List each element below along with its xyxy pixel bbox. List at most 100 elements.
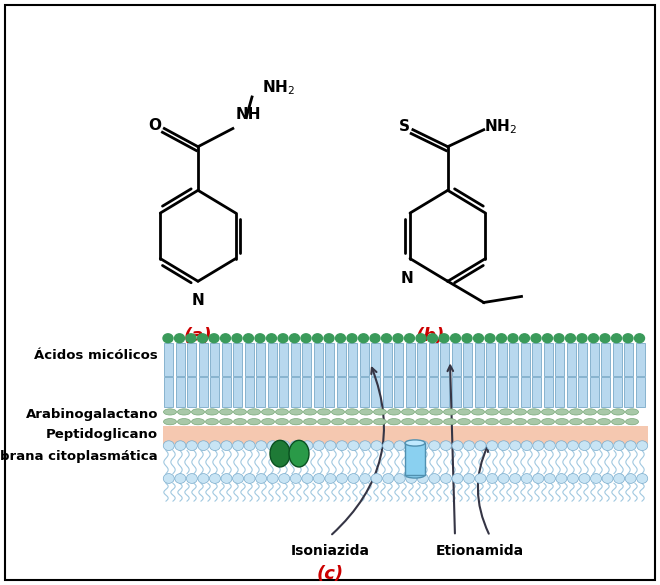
Ellipse shape [444,419,457,425]
Circle shape [475,474,486,483]
Ellipse shape [556,409,568,415]
Circle shape [554,334,564,343]
Circle shape [221,474,232,483]
Bar [601,377,610,408]
Bar [578,343,587,376]
Ellipse shape [416,419,428,425]
Circle shape [335,334,345,343]
Circle shape [406,441,416,450]
Ellipse shape [261,419,275,425]
Bar [348,377,357,408]
Ellipse shape [612,419,624,425]
Text: Ácidos micólicos: Ácidos micólicos [34,349,158,362]
Bar [417,343,426,376]
Bar [451,343,461,376]
Ellipse shape [345,409,358,415]
Bar [612,343,622,376]
Circle shape [521,474,532,483]
Circle shape [198,441,209,450]
Circle shape [244,334,253,343]
Bar [267,343,277,376]
Bar [233,377,242,408]
Ellipse shape [205,409,218,415]
Bar [566,377,576,408]
Bar [325,377,334,408]
Text: NH: NH [236,108,261,122]
Circle shape [209,334,219,343]
Ellipse shape [331,419,345,425]
Circle shape [637,474,647,483]
Circle shape [623,334,633,343]
Text: NH$_2$: NH$_2$ [484,118,517,136]
Circle shape [279,441,290,450]
Circle shape [543,334,552,343]
Ellipse shape [317,419,331,425]
Circle shape [544,474,555,483]
Ellipse shape [626,419,638,425]
Bar [371,377,380,408]
Ellipse shape [570,409,583,415]
Circle shape [370,334,380,343]
Ellipse shape [500,419,513,425]
Ellipse shape [178,409,191,415]
Bar [256,377,265,408]
Circle shape [521,441,532,450]
Text: Isoniazida: Isoniazida [290,544,370,558]
Bar [371,343,380,376]
Bar [348,343,357,376]
Text: (c): (c) [316,565,344,583]
Bar [164,377,173,408]
Circle shape [232,441,244,450]
Ellipse shape [304,409,317,415]
Text: Arabinogalactano: Arabinogalactano [26,408,158,421]
Circle shape [452,441,463,450]
Circle shape [302,441,313,450]
Circle shape [358,334,368,343]
Bar [463,343,472,376]
Ellipse shape [289,441,309,467]
Ellipse shape [416,409,428,415]
Circle shape [568,441,578,450]
Bar [417,377,426,408]
Ellipse shape [430,409,442,415]
Ellipse shape [583,409,597,415]
Circle shape [405,334,414,343]
Circle shape [498,441,509,450]
Circle shape [429,474,440,483]
Circle shape [186,441,197,450]
Circle shape [462,334,472,343]
Bar [509,343,518,376]
Bar [601,343,610,376]
Text: Membrana citoplasmática: Membrana citoplasmática [0,450,158,463]
Circle shape [625,441,636,450]
Circle shape [577,334,587,343]
Circle shape [637,441,647,450]
Circle shape [634,334,645,343]
Bar [383,343,391,376]
Ellipse shape [374,409,387,415]
Bar [521,343,529,376]
Ellipse shape [430,419,442,425]
Bar [532,377,541,408]
Circle shape [383,441,393,450]
Circle shape [406,474,416,483]
Bar [532,343,541,376]
Bar [451,377,461,408]
Ellipse shape [471,419,484,425]
Bar [302,343,311,376]
Text: O: O [148,118,162,133]
Circle shape [221,441,232,450]
Ellipse shape [360,409,372,415]
Ellipse shape [191,409,205,415]
Bar [589,343,599,376]
Bar [279,377,288,408]
Circle shape [348,474,359,483]
Bar [566,343,576,376]
Bar [463,377,472,408]
Ellipse shape [486,419,498,425]
Bar [589,377,599,408]
Circle shape [255,441,267,450]
Bar [405,343,414,376]
Ellipse shape [164,419,176,425]
Bar [624,343,633,376]
